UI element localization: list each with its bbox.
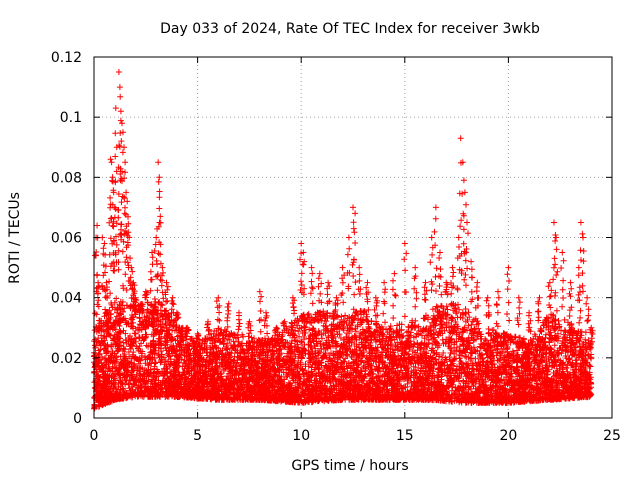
data-points [90, 69, 596, 412]
roti-point [104, 309, 114, 337]
roti-point [558, 249, 567, 310]
y-tick-label: 0.02 [51, 351, 82, 367]
y-tick-label: 0.1 [60, 110, 82, 126]
roti-point [442, 279, 451, 298]
roti-point [389, 270, 399, 321]
roti-point [331, 294, 341, 315]
roti-point [280, 318, 290, 332]
roti-point [115, 69, 124, 273]
roti-point [129, 279, 138, 299]
roti-point [130, 294, 140, 306]
roti-point [427, 234, 436, 294]
roti-point [350, 210, 359, 313]
roti-point [371, 294, 381, 319]
y-tick-label: 0 [73, 411, 82, 427]
chart-title: Day 033 of 2024, Rate Of TEC Index for r… [160, 21, 540, 37]
roti-point [224, 300, 232, 330]
roti-point [355, 264, 364, 297]
roti-point [493, 288, 502, 330]
roti-point [472, 279, 482, 311]
x-tick-label: 0 [90, 428, 99, 444]
x-tick-label: 10 [292, 428, 310, 444]
roti-point [363, 279, 372, 313]
roti-point [576, 219, 586, 314]
roti-point [483, 294, 493, 320]
roti-point [235, 309, 243, 333]
roti-point [118, 129, 128, 289]
roti-point [344, 234, 353, 292]
x-tick-label: 5 [193, 428, 202, 444]
roti-point [147, 249, 156, 294]
roti-point [193, 330, 202, 345]
roti-point [436, 249, 445, 298]
roti-point [324, 279, 333, 307]
y-tick-label: 0.08 [51, 170, 82, 186]
roti-point [421, 279, 430, 319]
roti-point [95, 317, 105, 331]
roti-point [525, 309, 534, 335]
roti-point [504, 264, 513, 324]
roti-point [338, 264, 348, 306]
roti-point [289, 294, 298, 317]
roti-point [545, 279, 555, 311]
roti-point [587, 324, 596, 345]
roti-point [468, 258, 476, 305]
roti-point [142, 288, 150, 301]
ticks: 0 5 10 15 20 25 0 0.02 0.04 0.06 0.08 0.1 0.12 [51, 50, 621, 444]
roti-point [582, 294, 592, 336]
x-tick-label: 25 [603, 428, 621, 444]
y-axis-label: ROTI / TECUs [7, 192, 23, 284]
roti-point [431, 204, 440, 294]
roti-point [271, 324, 281, 338]
roti-point [550, 219, 559, 296]
roti-point [213, 294, 223, 324]
roti-point [534, 294, 543, 324]
roti-point [168, 294, 177, 316]
roti-point [411, 264, 420, 310]
roti-point [401, 240, 410, 320]
x-axis-label: GPS time / hours [291, 458, 408, 474]
roti-point [121, 159, 130, 278]
roti-point [204, 318, 213, 338]
roti-point [102, 279, 111, 313]
y-tick-label: 0.12 [51, 50, 82, 66]
roti-point [172, 309, 182, 323]
roti-point [124, 234, 134, 285]
roti-point [566, 279, 575, 319]
roti-point [298, 249, 308, 298]
x-tick-label: 15 [396, 428, 414, 444]
roti-point [514, 294, 523, 328]
roti-point [315, 270, 325, 306]
y-tick-label: 0.04 [51, 291, 82, 307]
roti-point [109, 189, 118, 274]
roti-point [256, 288, 265, 335]
roti-point [162, 279, 171, 305]
roti-point [460, 189, 470, 283]
roti-point [154, 174, 164, 278]
roti-point [135, 301, 144, 316]
roti-point [307, 264, 316, 307]
roti-point [578, 234, 587, 335]
roti-point [245, 318, 254, 340]
roti-point [183, 324, 192, 335]
roti-point [454, 234, 463, 293]
roti-point [462, 219, 471, 289]
x-tick-label: 20 [499, 428, 517, 444]
roti-point-cloud [91, 295, 595, 412]
y-tick-label: 0.06 [51, 231, 82, 247]
roti-point [261, 309, 271, 337]
roti-point [380, 279, 389, 326]
roti-point [155, 213, 165, 289]
roti-point [448, 264, 457, 297]
roti-point [551, 234, 561, 314]
